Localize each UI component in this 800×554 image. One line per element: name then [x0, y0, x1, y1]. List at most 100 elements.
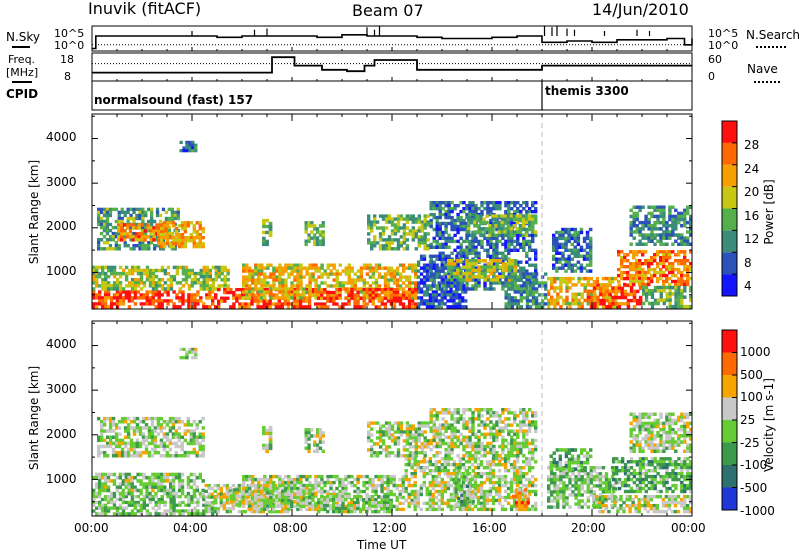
power-heatmap-cell	[173, 210, 177, 215]
power-heatmap-cell	[145, 271, 150, 276]
power-heatmap-cell	[683, 267, 687, 272]
power-heatmap-cell	[395, 269, 400, 273]
velocity-heatmap-cell	[159, 426, 164, 430]
power-heatmap-cell	[149, 226, 153, 230]
power-heatmap-cell	[190, 268, 194, 273]
velocity-heatmap-cell	[129, 444, 134, 449]
power-heatmap-cell	[244, 305, 248, 309]
power-heatmap-cell	[638, 298, 643, 303]
velocity-heatmap-cell	[165, 432, 170, 436]
velocity-heatmap-cell	[174, 491, 179, 496]
power-heatmap-cell	[198, 233, 202, 237]
power-heatmap-cell	[407, 263, 412, 267]
power-heatmap-cell	[317, 269, 321, 273]
power-heatmap-cell	[593, 295, 597, 300]
power-heatmap-cell	[680, 236, 684, 240]
power-heatmap-cell	[507, 251, 511, 255]
power-heatmap-cell	[492, 236, 496, 241]
power-heatmap-cell	[428, 302, 433, 306]
power-heatmap-cell	[435, 239, 439, 244]
power-heatmap-cell	[486, 278, 490, 282]
power-heatmap-cell	[617, 273, 621, 278]
velocity-heatmap-cell	[178, 503, 182, 507]
power-heatmap-cell	[180, 224, 185, 228]
power-heatmap-cell	[198, 244, 202, 249]
power-heatmap-cell	[350, 290, 354, 295]
velocity-heatmap-cell	[144, 426, 149, 430]
power-heatmap-cell	[368, 299, 372, 303]
power-heatmap-cell	[435, 254, 439, 258]
velocity-heatmap-cell	[98, 500, 102, 505]
power-heatmap-cell	[568, 276, 572, 281]
power-heatmap-cell	[223, 288, 227, 292]
power-heatmap-cell	[399, 244, 404, 248]
power-heatmap-cell	[398, 278, 403, 282]
power-heatmap-cell	[371, 296, 375, 300]
power-heatmap-cell	[671, 292, 675, 296]
power-heatmap-cell	[662, 256, 666, 260]
power-heatmap-cell	[477, 278, 481, 282]
velocity-heatmap-cell	[248, 474, 252, 479]
power-heatmap-cell	[459, 201, 463, 205]
power-heatmap-cell	[133, 268, 138, 273]
velocity-heatmap-cell	[111, 450, 116, 455]
power-heatmap-cell	[492, 278, 497, 282]
power-heatmap-cell	[126, 244, 130, 248]
power-heatmap-cell	[201, 244, 205, 249]
velocity-heatmap-cell	[154, 509, 158, 513]
power-heatmap-cell	[359, 278, 364, 282]
power-heatmap-cell	[450, 236, 454, 241]
power-colorbar-tick-16: 16	[744, 209, 760, 223]
power-heatmap-cell	[659, 239, 663, 243]
power-heatmap-cell	[174, 230, 179, 234]
power-heatmap-cell	[323, 296, 327, 300]
power-heatmap-cell	[465, 251, 469, 255]
power-heatmap-cell	[192, 230, 196, 234]
velocity-heatmap-cell	[97, 435, 101, 439]
power-heatmap-cell	[414, 281, 418, 285]
power-heatmap-cell	[462, 278, 466, 282]
power-heatmap-cell	[138, 207, 142, 212]
power-heatmap-cell	[632, 289, 637, 294]
power-heatmap-cell	[467, 220, 471, 225]
velocity-heatmap-cell	[98, 495, 102, 499]
power-heatmap-cell	[450, 265, 454, 269]
power-heatmap-cell	[635, 279, 639, 284]
power-heatmap-cell	[593, 302, 597, 306]
power-heatmap-cell	[112, 296, 117, 300]
power-heatmap-cell	[489, 242, 493, 247]
power-heatmap-cell	[172, 302, 176, 306]
power-heatmap-cell	[178, 305, 182, 309]
power-heatmap-cell	[677, 233, 681, 237]
power-heatmap-cell	[438, 227, 442, 232]
power-heatmap-cell	[579, 248, 584, 252]
velocity-heatmap-cell	[207, 486, 211, 491]
power-heatmap-cell	[92, 296, 96, 300]
power-heatmap-cell	[383, 290, 388, 295]
power-heatmap-cell	[105, 216, 110, 221]
power-heatmap-cell	[432, 266, 436, 270]
power-heatmap-cell	[263, 290, 267, 294]
velocity-heatmap-cell	[178, 509, 182, 513]
power-heatmap-cell	[384, 241, 389, 245]
power-heatmap-cell	[208, 305, 212, 309]
velocity-heatmap-cell	[117, 432, 122, 436]
velocity-heatmap-cell	[127, 475, 131, 480]
power-heatmap-cell	[559, 305, 563, 309]
power-heatmap-cell	[132, 231, 136, 236]
power-heatmap-cell	[438, 257, 442, 261]
power-heatmap-cell	[269, 272, 273, 276]
power-heatmap-cell	[510, 299, 514, 303]
power-heatmap-cell	[411, 296, 415, 300]
power-heatmap-cell	[425, 299, 430, 303]
power-heatmap-cell	[468, 262, 472, 266]
power-heatmap-cell	[185, 146, 189, 150]
power-heatmap-cell	[408, 214, 413, 218]
power-heatmap-cell	[165, 233, 170, 237]
power-heatmap-cell	[140, 229, 144, 233]
power-heatmap-cell	[461, 281, 465, 285]
velocity-heatmap-cell	[169, 497, 173, 502]
power-heatmap-cell	[561, 233, 565, 238]
power-heatmap-cell	[461, 305, 465, 309]
power-heatmap-cell	[662, 208, 666, 213]
